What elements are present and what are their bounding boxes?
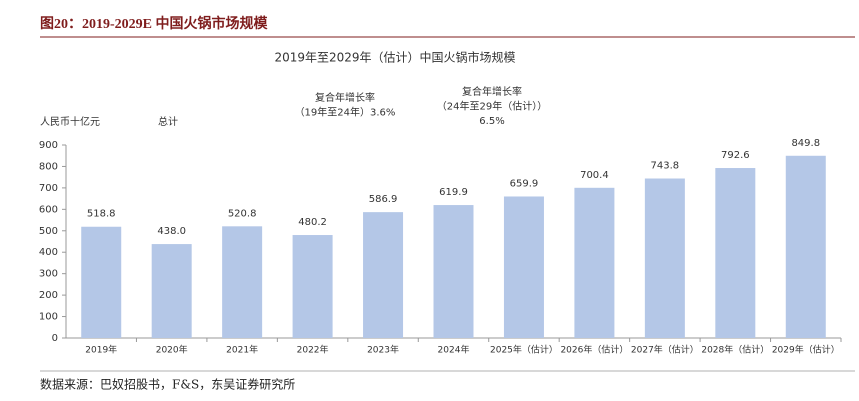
y-tick-label: 400 <box>39 247 58 258</box>
value-label: 480.2 <box>298 217 327 228</box>
value-label: 518.8 <box>87 209 116 220</box>
value-label: 438.0 <box>157 226 186 237</box>
bar <box>644 178 685 338</box>
x-tick-label: 2025年（估计） <box>490 344 558 356</box>
y-tick-label: 900 <box>39 140 58 151</box>
bar <box>292 235 333 338</box>
value-label: 520.8 <box>228 208 257 219</box>
value-label: 849.8 <box>791 138 820 149</box>
value-label: 659.9 <box>510 178 539 189</box>
bar <box>503 196 544 338</box>
x-tick-label: 2019年 <box>85 344 117 356</box>
annotation: 复合年增长率 <box>462 85 522 98</box>
chart-title: 2019年至2029年（估计）中国火锅市场规模 <box>274 50 515 65</box>
x-tick-label: 2020年 <box>156 344 188 356</box>
x-tick-label: 2026年（估计） <box>560 344 628 356</box>
value-label: 792.6 <box>721 150 750 161</box>
x-tick-label: 2028年（估计） <box>701 344 769 356</box>
y-tick-label: 0 <box>52 333 58 344</box>
bar <box>151 244 192 338</box>
source-note: 数据来源：巴奴招股书，F&S，东吴证券研究所 <box>40 377 295 392</box>
x-tick-label: 2024年 <box>438 344 470 356</box>
value-label: 586.9 <box>369 194 398 205</box>
x-tick-label: 2021年 <box>226 344 258 356</box>
x-tick-label: 2023年 <box>367 344 399 356</box>
value-label: 743.8 <box>651 160 680 171</box>
value-label: 619.9 <box>439 187 468 198</box>
figure-header: 图20：2019-2029E 中国火锅市场规模 <box>40 15 268 32</box>
y-tick-label: 500 <box>39 226 58 237</box>
bar <box>785 155 826 338</box>
x-tick-label: 2029年（估计） <box>772 344 840 356</box>
bar <box>574 187 615 338</box>
bar <box>81 226 122 338</box>
y-tick-label: 600 <box>39 204 58 215</box>
y-tick-label: 200 <box>39 290 58 301</box>
y-tick-label: 300 <box>39 269 58 280</box>
value-label: 700.4 <box>580 170 609 181</box>
annotation: （24年至29年（估计）） <box>437 100 547 113</box>
y-tick-label: 800 <box>39 161 58 172</box>
x-tick-label: 2022年 <box>297 344 329 356</box>
bar <box>363 212 404 338</box>
x-tick-label: 2027年（估计） <box>631 344 699 356</box>
bar <box>715 168 756 338</box>
y-tick-label: 700 <box>39 183 58 194</box>
annotation: （19年至24年）3.6% <box>295 106 396 119</box>
bar <box>222 226 263 338</box>
annotation: 复合年增长率 <box>315 91 375 104</box>
y-axis-label: 人民币十亿元 <box>40 115 100 128</box>
annotation: 6.5% <box>479 116 504 127</box>
bar <box>433 205 474 338</box>
series-label: 总计 <box>158 115 178 128</box>
y-tick-label: 100 <box>39 312 58 323</box>
